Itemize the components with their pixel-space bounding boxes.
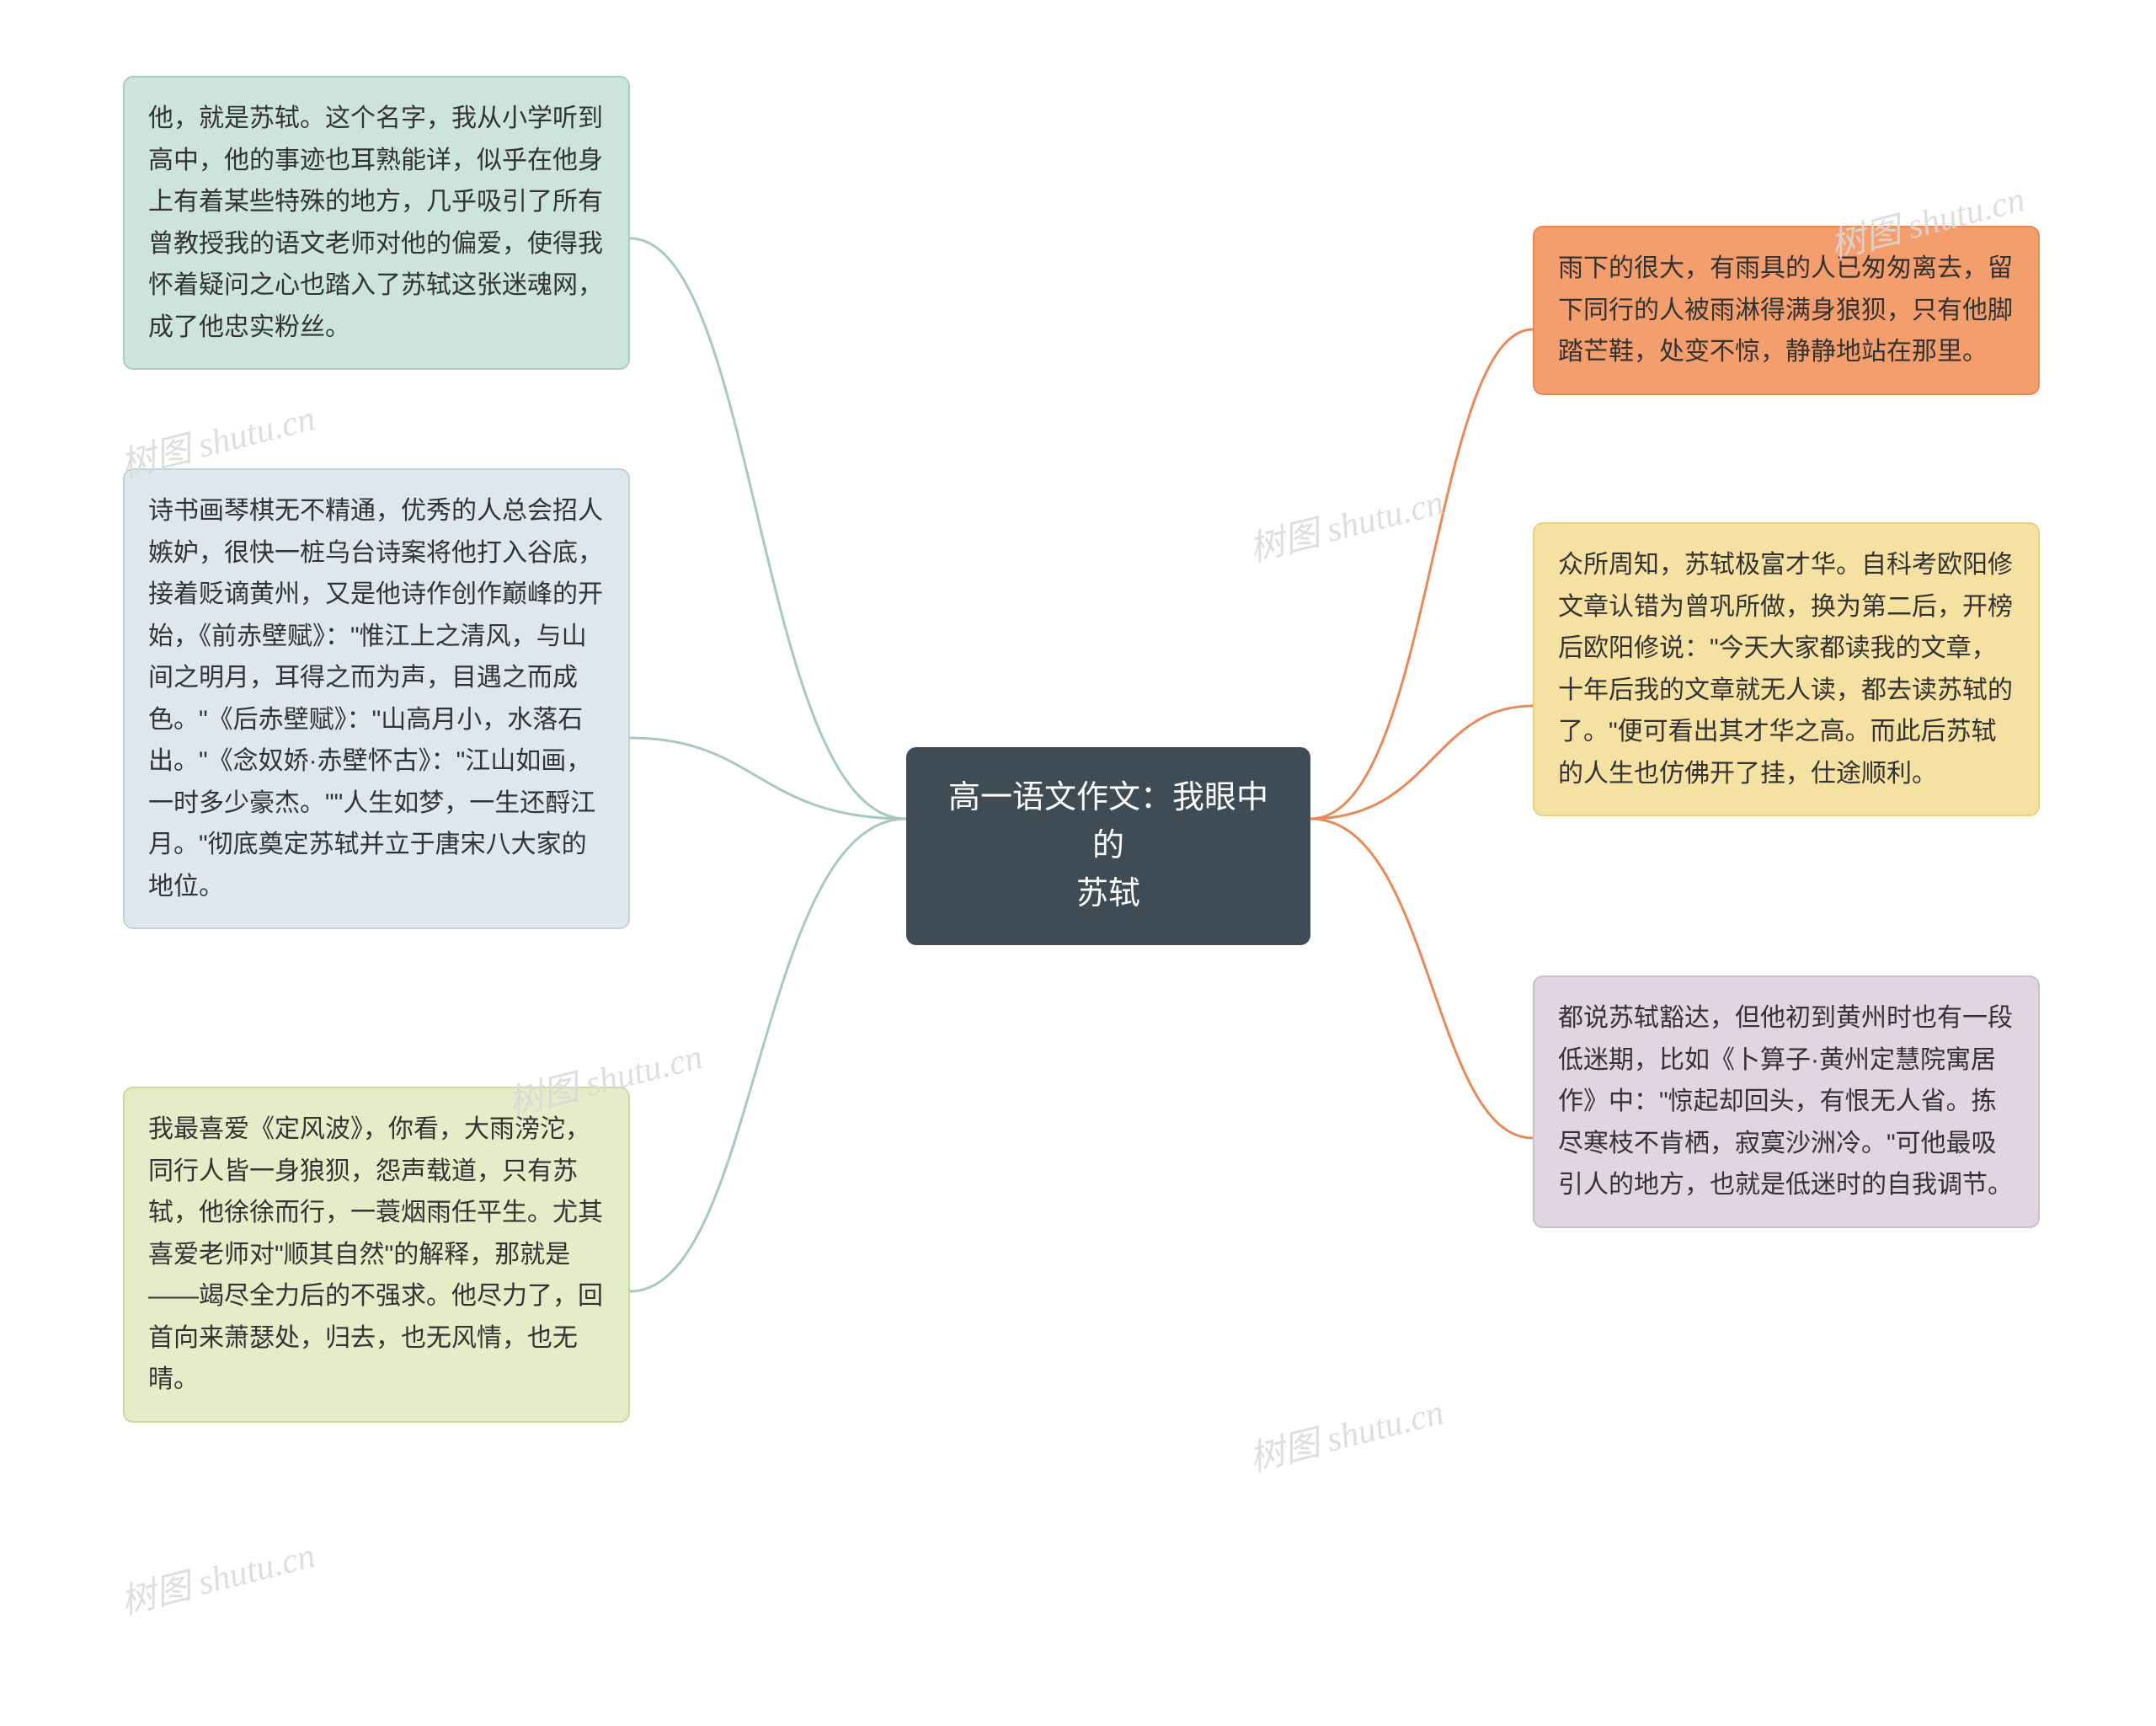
node-text: 我最喜爱《定风波》，你看，大雨滂沱，同行人皆一身狼狈，怨声载道，只有苏轼，他徐徐… (148, 1115, 603, 1393)
watermark: 树图 shutu.cn (115, 1526, 319, 1624)
center-node: 高一语文作文：我眼中的苏轼 (906, 747, 1310, 945)
mindmap-node-left-3: 我最喜爱《定风波》，你看，大雨滂沱，同行人皆一身狼狈，怨声载道，只有苏轼，他徐徐… (123, 1087, 630, 1423)
watermark: 树图 shutu.cn (1243, 1383, 1448, 1481)
node-text: 都说苏轼豁达，但他初到黄州时也有一段低迷期，比如《卜算子·黄州定慧院寓居作》中：… (1558, 1004, 2013, 1199)
mindmap-node-left-2: 诗书画琴棋无不精通，优秀的人总会招人嫉妒，很快一桩乌台诗案将他打入谷底，接着贬谪… (123, 468, 630, 929)
mindmap-node-right-3: 都说苏轼豁达，但他初到黄州时也有一段低迷期，比如《卜算子·黄州定慧院寓居作》中：… (1533, 975, 2040, 1228)
node-text: 雨下的很大，有雨具的人已匆匆离去，留下同行的人被雨淋得满身狼狈，只有他脚踏芒鞋，… (1558, 254, 2013, 366)
mindmap-node-left-1: 他，就是苏轼。这个名字，我从小学听到高中，他的事迹也耳熟能详，似乎在他身上有着某… (123, 76, 630, 370)
center-title: 高一语文作文：我眼中的苏轼 (948, 780, 1268, 911)
node-text: 众所周知，苏轼极富才华。自科考欧阳修文章认错为曾巩所做，换为第二后，开榜后欧阳修… (1558, 551, 2013, 788)
node-text: 他，就是苏轼。这个名字，我从小学听到高中，他的事迹也耳熟能详，似乎在他身上有着某… (148, 104, 603, 341)
watermark: 树图 shutu.cn (1243, 473, 1448, 571)
mindmap-node-right-2: 众所周知，苏轼极富才华。自科考欧阳修文章认错为曾巩所做，换为第二后，开榜后欧阳修… (1533, 522, 2040, 816)
node-text: 诗书画琴棋无不精通，优秀的人总会招人嫉妒，很快一桩乌台诗案将他打入谷底，接着贬谪… (148, 497, 603, 900)
mindmap-node-right-1: 雨下的很大，有雨具的人已匆匆离去，留下同行的人被雨淋得满身狼狈，只有他脚踏芒鞋，… (1533, 226, 2040, 395)
